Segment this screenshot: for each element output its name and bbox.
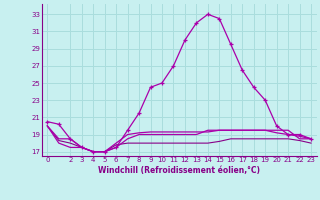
- X-axis label: Windchill (Refroidissement éolien,°C): Windchill (Refroidissement éolien,°C): [98, 166, 260, 175]
